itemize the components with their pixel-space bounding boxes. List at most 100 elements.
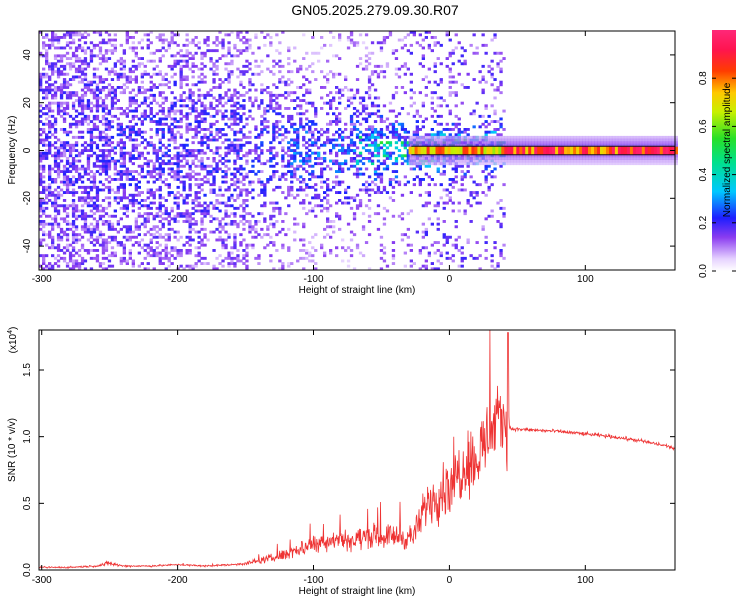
spectrogram-cell xyxy=(137,191,141,194)
spectrogram-cell xyxy=(391,130,396,134)
spectrogram-cell xyxy=(278,51,282,55)
spectrogram-cell xyxy=(86,80,91,84)
spectrogram-cell xyxy=(140,75,144,79)
spectrogram-cell xyxy=(200,209,204,213)
spectrogram-cell xyxy=(65,264,70,268)
spectrogram-cell xyxy=(134,101,138,105)
spectrogram-cell xyxy=(200,101,204,105)
spectrogram-cell xyxy=(406,49,410,53)
spectrogram-cell xyxy=(164,117,168,121)
spectrogram-cell xyxy=(227,78,231,81)
spectrogram-cell xyxy=(152,254,156,258)
spectrogram-cell xyxy=(65,133,70,137)
spectrogram-cell xyxy=(167,222,171,226)
spectrogram-cell xyxy=(451,49,455,53)
spectrogram-cell xyxy=(188,125,192,129)
spectrogram-cell xyxy=(236,259,240,263)
spectrogram-cell xyxy=(104,135,109,139)
spectrogram-cell xyxy=(104,104,109,108)
spectrogram-cell xyxy=(182,183,186,187)
spectrogram-cell xyxy=(203,212,207,216)
spectrogram-cell xyxy=(158,57,162,60)
spectrogram-cell xyxy=(95,238,100,242)
spectrogram-cell xyxy=(507,162,511,166)
spectrogram-cell xyxy=(352,143,357,147)
spectrogram-cell xyxy=(417,141,421,145)
spectrogram-cell xyxy=(200,149,204,152)
spectrogram-cell xyxy=(209,138,213,142)
spectrogram-cell xyxy=(227,146,231,150)
spectrogram-cell xyxy=(62,64,67,68)
spectrogram-cell xyxy=(329,122,333,126)
spectrogram-cell xyxy=(128,109,132,113)
spectrogram-cell xyxy=(227,264,231,268)
spectrogram-cell xyxy=(344,122,348,126)
spectrogram-cell xyxy=(179,159,183,163)
spectrogram-cell xyxy=(119,259,123,263)
spectrogram-cell xyxy=(197,209,201,213)
spectrogram-cell xyxy=(382,188,387,192)
spectrogram-cell xyxy=(45,80,49,84)
spectrogram-cell xyxy=(496,128,500,131)
spectrogram-cell xyxy=(236,256,240,260)
spectrogram-cell xyxy=(65,235,70,239)
spectrogram-cell xyxy=(45,88,49,92)
spectrogram-cell xyxy=(158,70,162,74)
spectrogram-cell xyxy=(104,149,109,152)
spectrogram-cell xyxy=(355,154,360,158)
spectrogram-cell xyxy=(134,46,138,50)
spectrogram-cell xyxy=(481,64,485,68)
spectrogram-cell xyxy=(233,120,237,123)
spectrogram-cell xyxy=(257,46,261,50)
spectrogram-cell xyxy=(287,191,291,194)
spectrogram-cell xyxy=(335,175,339,179)
spectrogram-cell xyxy=(188,93,192,97)
spectrogram-cell xyxy=(507,159,511,163)
spectrogram-cell xyxy=(56,157,61,160)
spectrogram-cell xyxy=(227,51,231,55)
spectrogram-cell xyxy=(80,209,85,213)
spectrogram-cell xyxy=(403,175,407,179)
spectrogram-cell xyxy=(469,175,473,179)
spectrogram-cell xyxy=(188,227,192,231)
spectrogram-cell xyxy=(248,135,252,139)
spectrogram-cell xyxy=(122,193,126,197)
spectrogram-cell xyxy=(140,91,144,95)
spectrogram-cell xyxy=(170,227,174,231)
spectrogram-cell xyxy=(92,256,97,260)
spectrogram-cell xyxy=(379,172,384,176)
spectrogram-cell xyxy=(463,209,467,213)
spectrogram-cell xyxy=(364,59,369,63)
spectrogram-cell xyxy=(448,112,452,116)
spectrogram-cell xyxy=(248,114,252,118)
spectrogram-cell xyxy=(361,212,366,216)
spectrogram-cell xyxy=(98,264,103,268)
spectrogram-cell xyxy=(427,80,431,84)
spectrogram-cell xyxy=(346,259,351,263)
spectrogram-cell xyxy=(212,80,216,84)
spectrogram-cell xyxy=(481,122,485,126)
spectrogram-cell xyxy=(92,183,97,187)
spectrogram-cell xyxy=(278,80,282,84)
spectrogram-cell xyxy=(80,212,85,216)
spectrogram-cell xyxy=(338,170,342,173)
spectrogram-cell xyxy=(80,167,85,171)
spectrogram-cell xyxy=(48,230,52,234)
spectrogram-cell xyxy=(158,259,162,263)
spectrogram-cell xyxy=(80,191,85,194)
spectrogram-cell xyxy=(113,235,117,239)
spectrogram-cell xyxy=(427,183,431,187)
spectrogram-cell xyxy=(421,64,425,68)
spectrogram-cell xyxy=(305,117,309,121)
spectrogram-cell xyxy=(77,172,82,176)
spectrogram-cell xyxy=(242,222,246,226)
spectrogram-cell xyxy=(137,143,141,147)
spectrogram-cell xyxy=(457,264,461,268)
spectrogram-cell xyxy=(203,180,207,184)
spectrogram-cell xyxy=(475,101,479,105)
spectrogram-cell xyxy=(182,201,186,205)
spectrogram-cell xyxy=(332,185,336,189)
spectrogram-cell xyxy=(302,143,306,147)
spectrogram-cell xyxy=(227,233,231,237)
spectrogram-cell xyxy=(379,267,384,271)
